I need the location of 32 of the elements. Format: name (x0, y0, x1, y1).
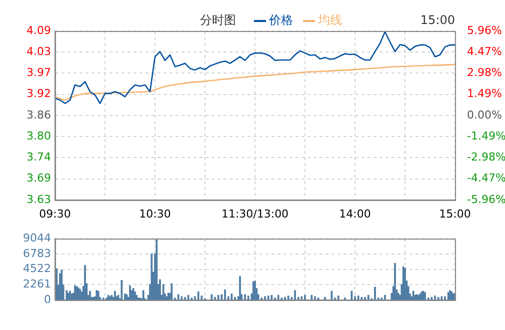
y-tick-label: 3.86 (26, 108, 51, 122)
y-tick-label: 4522 (23, 262, 51, 276)
y-tick-label: 9044 (23, 231, 51, 244)
x-tick-label: 10:30 (139, 207, 171, 220)
y-tick-label: 6783 (23, 246, 51, 260)
y-tick-label: 3.69 (26, 172, 51, 185)
y-tick-label: 2261 (23, 278, 51, 291)
y2-tick-label: 5.96% (467, 24, 502, 37)
text: 15:00 (420, 13, 455, 28)
y2-tick-label: -5.96% (467, 192, 505, 206)
legend-label: 均线 (317, 13, 342, 28)
y-tick-label: 4.03 (26, 44, 51, 58)
x-tick-label: 11:30/13:00 (221, 207, 289, 220)
y-tick-label: 0 (44, 292, 51, 306)
y2-tick-label: -4.47% (467, 172, 505, 185)
y2-tick-label: 2.98% (467, 66, 502, 80)
y-tick-label: 3.97 (26, 66, 51, 80)
y2-tick-label: -1.49% (467, 129, 505, 142)
y2-tick-label: 4.47% (467, 44, 502, 58)
x-tick-label: 14:00 (339, 207, 371, 220)
y2-tick-label: 1.49% (467, 87, 502, 100)
chart-title: 分时图 (200, 13, 236, 28)
legend-label: 价格 (268, 13, 293, 28)
y-tick-label: 3.74 (26, 150, 51, 164)
y2-tick-label: 0.00% (467, 108, 502, 122)
y-tick-label: 3.63 (26, 192, 51, 206)
y2-tick-label: -2.98% (467, 150, 505, 164)
y-tick-label: 4.09 (26, 24, 51, 37)
x-tick-label: 09:30 (39, 207, 71, 220)
y-tick-label: 3.80 (26, 129, 51, 142)
y-tick-label: 3.92 (26, 87, 51, 100)
x-tick-label: 15:00 (439, 207, 471, 220)
